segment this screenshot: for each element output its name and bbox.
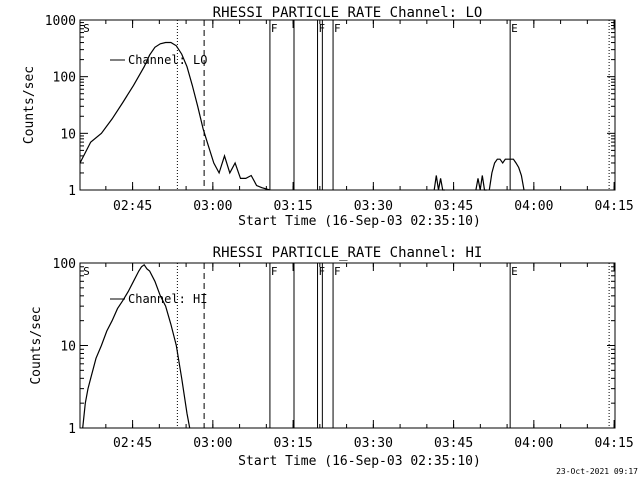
lo-channel-panel: RHESSI PARTICLE_RATE Channel: LO 1 10 100 10… bbox=[22, 5, 634, 229]
x-tick-label: 03:30 bbox=[354, 436, 393, 451]
x-tick-label: 03:45 bbox=[434, 436, 473, 451]
data-series-line bbox=[475, 175, 487, 191]
x-tick-label: 04:00 bbox=[514, 199, 553, 214]
data-series-line bbox=[79, 41, 271, 191]
x-tick-label: 04:15 bbox=[595, 436, 634, 451]
x-tick-label: 03:00 bbox=[193, 199, 232, 214]
y-tick-label: 1000 bbox=[45, 14, 76, 29]
x-tick-label: 03:00 bbox=[193, 436, 232, 451]
flag-marker-label: F bbox=[334, 265, 341, 278]
plot-timestamp: 23-Oct-2021 09:17 bbox=[556, 467, 638, 476]
flag-marker-label: F bbox=[271, 265, 278, 278]
flag-marker-label: F bbox=[334, 22, 341, 35]
plot-frame bbox=[79, 262, 616, 429]
x-tick-label: 04:00 bbox=[514, 436, 553, 451]
y-tick-label: 100 bbox=[53, 71, 76, 86]
hi-channel-panel: RHESSI PARTICLE_RATE Channel: HI 1 10 100 02… bbox=[29, 245, 634, 469]
y-tick-label: 10 bbox=[60, 127, 76, 142]
y-axis-label: Counts/sec bbox=[22, 66, 37, 144]
flag-marker-label: S bbox=[83, 265, 90, 278]
x-tick-label: 03:15 bbox=[274, 199, 313, 214]
chart-title: RHESSI PARTICLE_RATE Channel: HI bbox=[213, 245, 483, 261]
x-tick-label: 03:45 bbox=[434, 199, 473, 214]
x-tick-label: 03:15 bbox=[274, 436, 313, 451]
data-series-line bbox=[82, 263, 191, 429]
data-series-line bbox=[433, 175, 445, 191]
data-series-line bbox=[488, 158, 525, 191]
flag-marker-label: S bbox=[83, 22, 90, 35]
y-tick-label: 100 bbox=[53, 257, 76, 272]
plot-frame bbox=[79, 19, 616, 191]
y-tick-label: 1 bbox=[68, 422, 76, 437]
x-tick-label: 02:45 bbox=[113, 199, 152, 214]
chart-title: RHESSI PARTICLE_RATE Channel: LO bbox=[213, 5, 483, 21]
flag-marker-label: E bbox=[511, 22, 518, 35]
x-tick-label: 04:15 bbox=[595, 199, 634, 214]
flag-marker-label: F bbox=[319, 265, 326, 278]
x-tick-label: 02:45 bbox=[113, 436, 152, 451]
legend-label: Channel: HI bbox=[128, 292, 207, 306]
y-axis-label: Counts/sec bbox=[29, 306, 44, 384]
flag-marker-label: F bbox=[319, 22, 326, 35]
legend-label: Channel: LO bbox=[128, 53, 207, 67]
y-tick-label: 10 bbox=[60, 340, 76, 355]
flag-marker-label: E bbox=[511, 265, 518, 278]
x-tick-label: 03:30 bbox=[354, 199, 393, 214]
flag-marker-label: F bbox=[271, 22, 278, 35]
y-tick-label: 1 bbox=[68, 184, 76, 199]
x-axis-label: Start Time (16-Sep-03 02:35:10) bbox=[238, 454, 481, 469]
x-axis-label: Start Time (16-Sep-03 02:35:10) bbox=[238, 214, 481, 229]
